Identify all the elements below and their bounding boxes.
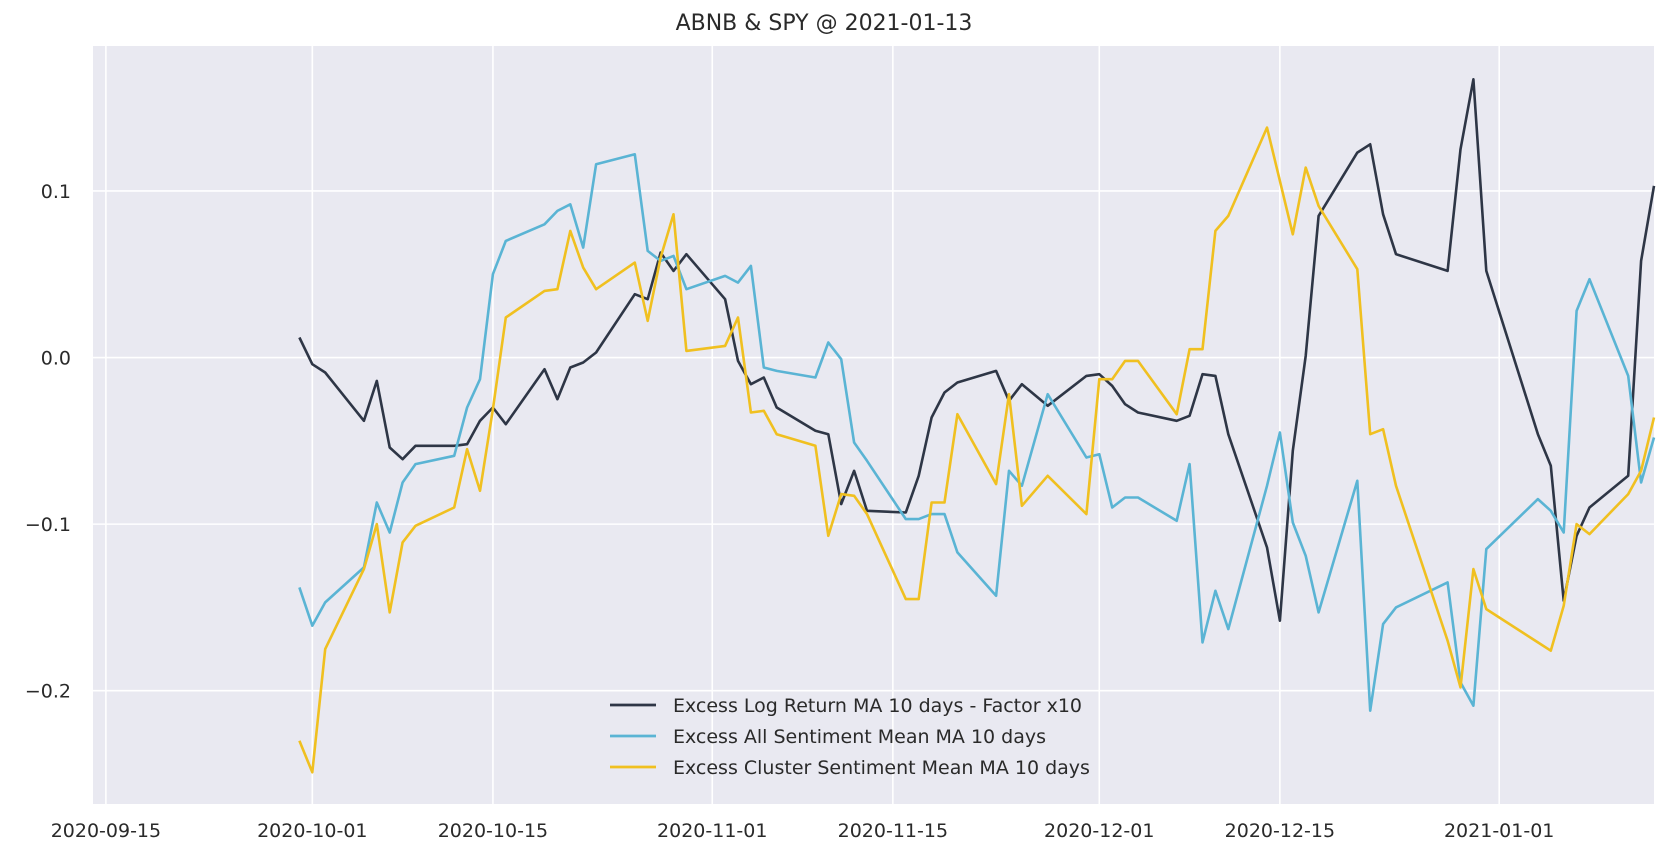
y-tick-label: 0.0 <box>41 348 71 370</box>
plot-area <box>93 46 1654 804</box>
series-line-2 <box>298 153 1656 713</box>
x-tick-label: 2021-01-01 <box>1444 820 1554 842</box>
x-tick-label: 2020-12-01 <box>1044 820 1154 842</box>
y-tick-label: 0.1 <box>41 181 71 203</box>
series-line-1 <box>298 78 1656 623</box>
x-tick-label: 2020-10-01 <box>257 820 367 842</box>
x-tick-label: 2020-09-15 <box>51 820 161 842</box>
legend: Excess Log Return MA 10 days - Factor x1… <box>610 695 1090 779</box>
x-tick-label: 2020-12-15 <box>1225 820 1335 842</box>
legend-label: Excess All Sentiment Mean MA 10 days <box>673 726 1046 748</box>
grid <box>93 46 1654 804</box>
axis-ticks: 2020-09-15 2020-10-01 2020-10-15 2020-11-01… <box>25 181 1555 842</box>
legend-label: Excess Log Return MA 10 days - Factor x1… <box>673 695 1082 717</box>
x-tick-label: 2020-11-15 <box>838 820 948 842</box>
series-line-3 <box>298 126 1656 774</box>
y-tick-label: −0.2 <box>25 681 71 703</box>
x-tick-label: 2020-10-15 <box>438 820 548 842</box>
x-tick-label: 2020-11-01 <box>657 820 767 842</box>
series-lines <box>298 78 1656 774</box>
chart-title: ABNB & SPY @ 2021-01-13 <box>676 11 973 36</box>
y-tick-label: −0.1 <box>25 514 71 536</box>
legend-label: Excess Cluster Sentiment Mean MA 10 days <box>673 757 1090 779</box>
